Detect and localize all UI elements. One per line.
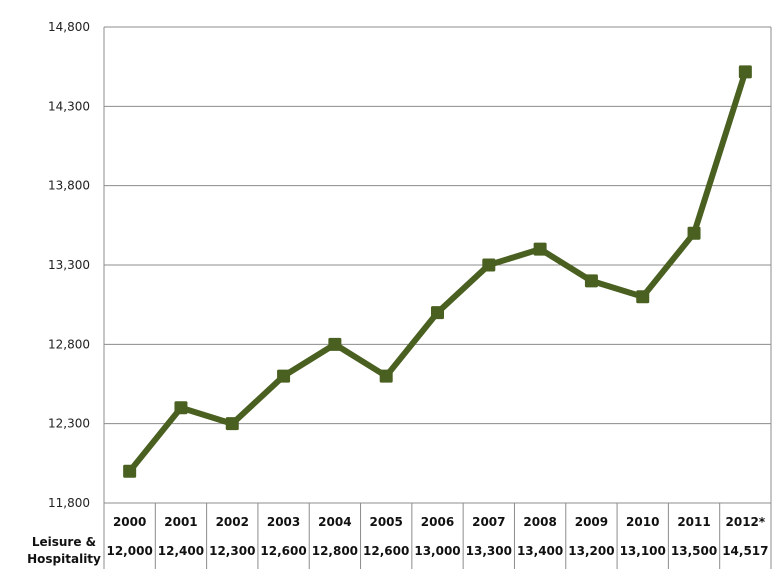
grid-layer [104, 26, 771, 425]
x-category-label: 2003 [267, 515, 300, 529]
data-point-marker [123, 464, 137, 478]
data-table [154, 503, 721, 569]
table-value-cell: 12,600 [260, 544, 306, 558]
axis-layer: 11,800 12,300 12,800 13,300 13,800 14,300 14,8… [48, 20, 772, 569]
x-category-label: 2011 [677, 515, 710, 529]
data-point-marker [687, 226, 701, 240]
data-point-marker [533, 242, 547, 256]
x-category-label: 2001 [164, 515, 197, 529]
table-row-label-line2: Hospitality [27, 552, 101, 566]
table-value-cell: 12,400 [158, 544, 204, 558]
data-point-marker [328, 337, 342, 351]
data-point-marker [225, 417, 239, 431]
x-category-label: 2002 [216, 515, 249, 529]
data-point-marker [482, 258, 496, 272]
x-category-label: 2012* [726, 515, 766, 529]
x-category-label: 2006 [421, 515, 454, 529]
y-tick-label: 14,300 [48, 99, 90, 113]
series-layer [123, 65, 752, 478]
y-tick-label: 13,800 [48, 179, 90, 193]
data-point-marker [584, 274, 598, 288]
table-value-cell: 12,600 [363, 544, 409, 558]
x-category-label: 2004 [318, 515, 351, 529]
label-layer: 2000 2001 2002 2003 2004 2005 2006 2007 2008 2009… [27, 515, 768, 566]
y-tick-label: 12,800 [48, 337, 90, 351]
table-value-cell: 12,800 [312, 544, 358, 558]
table-value-cell: 13,000 [414, 544, 460, 558]
x-category-label: 2005 [369, 515, 402, 529]
table-value-cell: 14,517 [722, 544, 768, 558]
x-category-label: 2009 [575, 515, 608, 529]
data-point-marker [379, 369, 393, 383]
data-point-marker [277, 369, 291, 383]
table-value-cell: 13,400 [517, 544, 563, 558]
x-category-label: 2010 [626, 515, 659, 529]
table-value-cell: 13,100 [620, 544, 666, 558]
table-value-cell: 13,300 [466, 544, 512, 558]
x-category-label: 2000 [113, 515, 146, 529]
table-value-cell: 13,500 [671, 544, 717, 558]
table-value-cell: 13,200 [568, 544, 614, 558]
y-tick-label: 11,800 [48, 496, 90, 510]
data-point-marker [738, 65, 752, 79]
data-point-marker [174, 401, 188, 415]
table-value-cell: 12,000 [106, 544, 152, 558]
y-tick-label: 12,300 [48, 417, 90, 431]
table-row-label-line1: Leisure & [32, 535, 96, 549]
data-point-marker [431, 306, 444, 320]
data-point-marker [636, 290, 650, 304]
table-value-cell: 12,300 [209, 544, 255, 558]
x-category-label: 2007 [472, 515, 505, 529]
y-tick-label: 14,800 [48, 20, 90, 34]
y-tick-label: 13,300 [48, 258, 90, 272]
x-category-label: 2008 [523, 515, 556, 529]
